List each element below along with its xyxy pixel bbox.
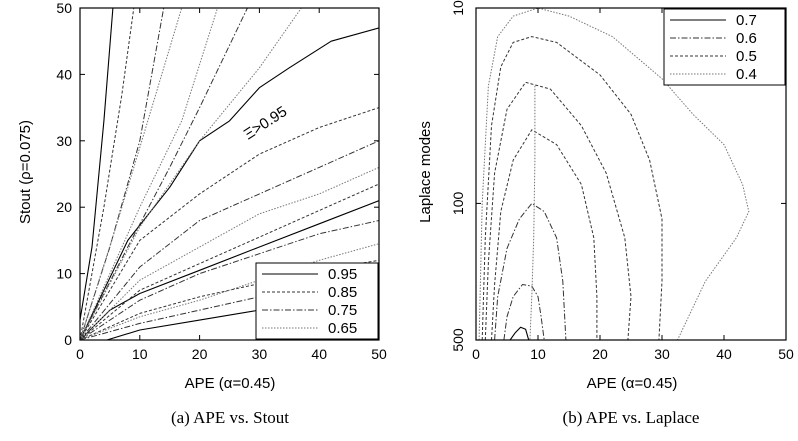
panel-a-ytick-label: 20 — [56, 199, 72, 215]
panel-a-legend-label: 0.85 — [328, 284, 357, 301]
panel-a-ylabel: Stout (ρ=0.075) — [17, 120, 34, 224]
panel-a-legend: 0.950.850.750.65 — [255, 262, 379, 340]
panel-b-contour-0.5-5 — [481, 36, 663, 340]
panel-a-contour-0.75-9 — [80, 220, 379, 340]
panel-b-xlabel: APE (α=0.45) — [587, 375, 678, 392]
panel-a-xtick-label: 50 — [371, 346, 387, 362]
panel-a-plot-frame — [79, 7, 380, 341]
panel-b-ape-vs-laplace: 0 10 20 30 40 50 10 100 500 0.70.60.50.4 APE (α=… — [417, 0, 794, 392]
panel-b-xtick-label: 30 — [654, 346, 670, 362]
panel-a-contour-0.65-16 — [80, 8, 218, 340]
panel-a-contour-0.85-7 — [80, 8, 135, 340]
panel-b-contours — [478, 8, 750, 340]
panel-b-contour-0.5-3 — [491, 129, 598, 340]
panel-b-ytick-label: 100 — [450, 192, 466, 216]
panel-a-contour-0.95-3 — [80, 8, 114, 321]
panel-a-ytick-label: 10 — [56, 266, 72, 282]
panel-a-legend-label: 0.95 — [328, 266, 357, 283]
panel-a-xtick-label: 40 — [311, 346, 327, 362]
panel-a-contour-0.65-17 — [80, 8, 302, 340]
panel-b-xtick-label: 20 — [592, 346, 608, 362]
panel-a-xtick-label: 10 — [132, 346, 148, 362]
panel-a-xtick-label: 0 — [76, 346, 84, 362]
panel-a-contour-0.75-12 — [80, 8, 248, 340]
panel-b-ylabel: Laplace modes — [417, 121, 434, 223]
panel-a-contour-0.85-4 — [80, 107, 379, 340]
panel-a-ytick-label: 0 — [64, 332, 72, 348]
panel-a-contour-0.85-5 — [80, 183, 379, 340]
panel-b-plot-frame — [475, 7, 787, 341]
panel-b-contour-0.6-1 — [503, 284, 545, 340]
panel-b-xtick-label: 40 — [716, 346, 732, 362]
panel-b-xtick-label: 50 — [778, 346, 794, 362]
panel-a-legend-box — [255, 262, 379, 340]
panel-a-contour-0.65-15 — [80, 8, 183, 340]
panel-a-xtick-label: 30 — [252, 346, 268, 362]
panel-b-contour-0.5-4 — [484, 81, 632, 340]
panel-b-ytick-label: 10 — [450, 0, 466, 16]
panel-a-annotation: Ξ>0.95 — [241, 103, 290, 143]
panel-a-caption: (a) APE vs. Stout — [170, 408, 290, 427]
panel-b-xtick-label: 10 — [530, 346, 546, 362]
panel-b-ticks: 0 10 20 30 40 50 10 100 500 — [450, 0, 794, 362]
panel-a-xtick-label: 20 — [192, 346, 208, 362]
panel-a-xlabel: APE (α=0.45) — [185, 375, 276, 392]
panel-b-contour-0.4-7 — [529, 85, 536, 340]
panel-b-legend-label: 0.7 — [736, 12, 757, 29]
panel-a-ytick-label: 30 — [56, 133, 72, 149]
panel-b-contour-0.4-6 — [478, 8, 750, 340]
panel-b-contour-0.6-2 — [494, 202, 567, 340]
panel-b-ytick-label: 500 — [450, 328, 466, 352]
panel-a-ytick-label: 40 — [56, 66, 72, 82]
panel-a-contour-0.75-8 — [80, 140, 379, 340]
panel-b-legend-box — [663, 8, 786, 86]
panel-a-contour-0.65-13 — [80, 166, 379, 340]
panel-a-contour-0.95-0 — [80, 27, 379, 340]
panel-a-legend-label: 0.65 — [328, 320, 357, 337]
panel-b-caption: (b) APE vs. Laplace — [562, 408, 700, 427]
panel-b-legend: 0.70.60.50.4 — [663, 8, 786, 86]
panel-a-contour-0.75-11 — [80, 8, 165, 340]
panel-b-xtick-label: 0 — [472, 346, 480, 362]
panel-a-ytick-label: 50 — [56, 0, 72, 16]
panel-a-ticks: 0 10 20 30 40 50 0 10 20 30 40 50 — [56, 0, 387, 362]
panel-b-legend-label: 0.6 — [736, 30, 757, 47]
panel-b-contour-0.7-0 — [509, 326, 530, 340]
panel-b-legend-label: 0.4 — [736, 66, 757, 83]
panel-a-legend-label: 0.75 — [328, 302, 357, 319]
panel-b-legend-label: 0.5 — [736, 48, 757, 65]
